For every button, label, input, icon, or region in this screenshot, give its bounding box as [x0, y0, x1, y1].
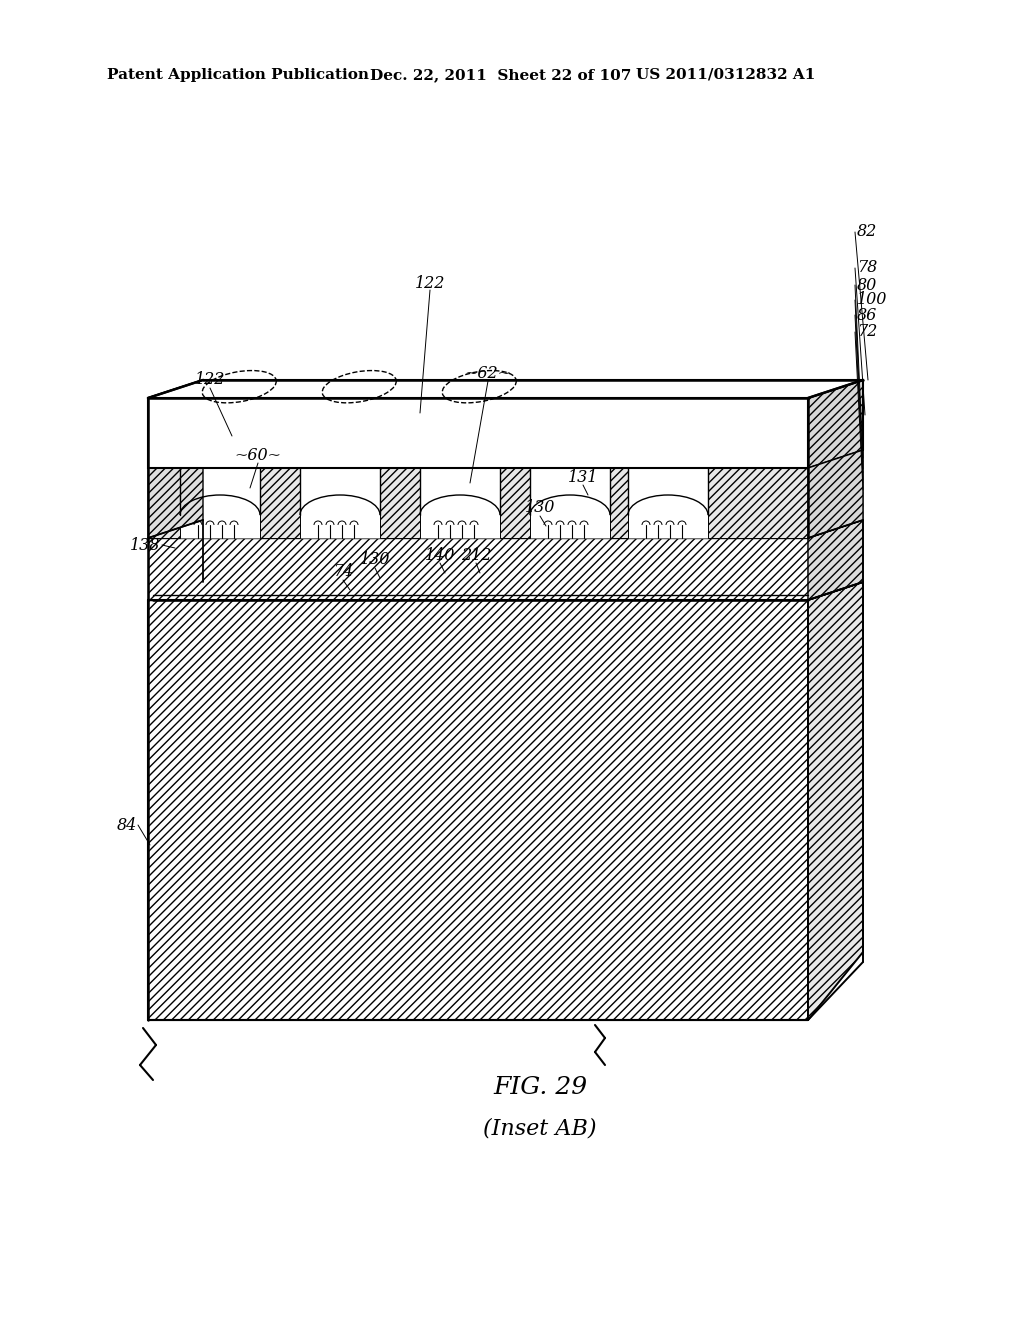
Polygon shape — [808, 520, 863, 601]
Text: 122: 122 — [195, 371, 225, 388]
Polygon shape — [148, 469, 180, 539]
Polygon shape — [808, 450, 863, 539]
Polygon shape — [148, 399, 808, 469]
Text: 100: 100 — [857, 292, 888, 309]
Polygon shape — [148, 539, 808, 601]
Polygon shape — [148, 582, 863, 601]
Text: 82: 82 — [857, 223, 878, 240]
Polygon shape — [260, 469, 300, 539]
Polygon shape — [148, 520, 863, 539]
Polygon shape — [148, 450, 203, 539]
Text: ~62~: ~62~ — [465, 364, 512, 381]
Text: 80: 80 — [857, 276, 878, 293]
Text: 131: 131 — [568, 469, 598, 486]
Polygon shape — [500, 469, 530, 539]
Text: 130: 130 — [359, 552, 390, 569]
Polygon shape — [808, 506, 863, 539]
Polygon shape — [148, 380, 203, 469]
Text: 122: 122 — [415, 275, 445, 292]
Polygon shape — [708, 469, 808, 539]
Polygon shape — [148, 601, 808, 1020]
Text: ~60~: ~60~ — [234, 446, 282, 463]
Text: 78: 78 — [857, 260, 878, 276]
Polygon shape — [808, 473, 863, 500]
Text: 140: 140 — [425, 546, 456, 564]
Polygon shape — [808, 450, 863, 479]
Polygon shape — [808, 482, 863, 511]
Polygon shape — [808, 492, 863, 524]
Polygon shape — [380, 469, 420, 539]
Text: 130: 130 — [525, 499, 555, 516]
Polygon shape — [148, 469, 808, 539]
Text: 72: 72 — [857, 323, 878, 341]
Polygon shape — [808, 582, 863, 1020]
Text: 84: 84 — [117, 817, 137, 833]
Text: 74: 74 — [333, 564, 353, 581]
Polygon shape — [180, 469, 260, 515]
Text: (Inset AB): (Inset AB) — [483, 1117, 597, 1139]
Polygon shape — [530, 469, 610, 515]
Polygon shape — [420, 469, 500, 515]
Text: 212: 212 — [461, 546, 492, 564]
Text: 86: 86 — [857, 306, 878, 323]
Text: Dec. 22, 2011  Sheet 22 of 107: Dec. 22, 2011 Sheet 22 of 107 — [370, 69, 632, 82]
Polygon shape — [808, 380, 863, 469]
Text: US 2011/0312832 A1: US 2011/0312832 A1 — [636, 69, 815, 82]
Polygon shape — [300, 469, 380, 515]
Text: FIG. 29: FIG. 29 — [493, 1077, 587, 1100]
Polygon shape — [628, 469, 708, 515]
Polygon shape — [610, 469, 628, 539]
Polygon shape — [808, 461, 863, 490]
Polygon shape — [148, 380, 863, 399]
Text: Patent Application Publication: Patent Application Publication — [106, 69, 369, 82]
Text: 138: 138 — [130, 536, 160, 553]
